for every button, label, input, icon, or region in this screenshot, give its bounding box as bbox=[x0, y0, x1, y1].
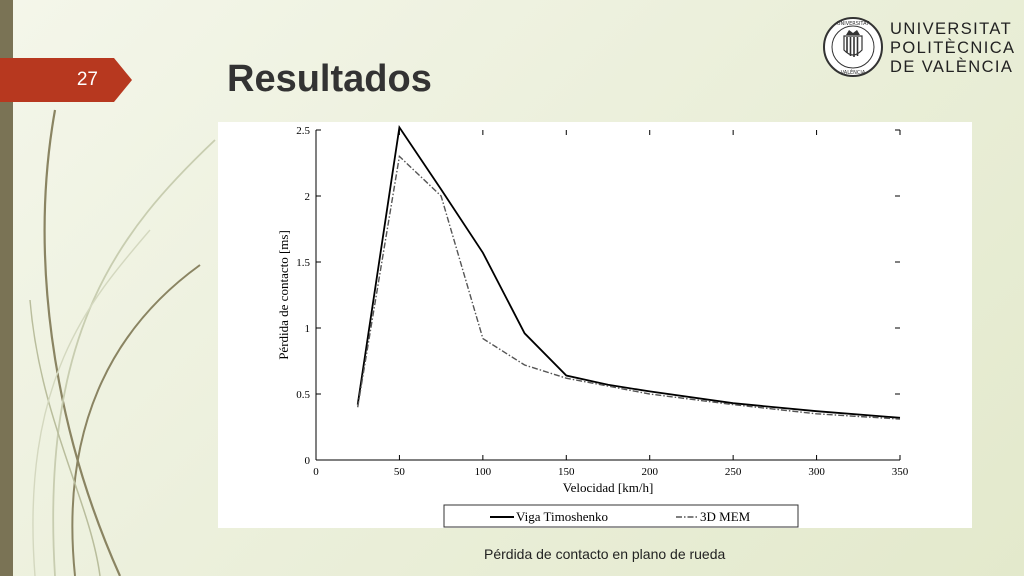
logo-line-2: POLITÈCNICA bbox=[890, 39, 1016, 57]
left-sidebar-bar bbox=[0, 0, 13, 576]
x-axis-label: Velocidad [km/h] bbox=[563, 480, 654, 495]
y-tick-label: 0 bbox=[305, 455, 311, 467]
svg-text:UNIVERSITAT: UNIVERSITAT bbox=[837, 21, 870, 27]
y-tick-label: 1 bbox=[305, 323, 311, 335]
series-line-3d-mem bbox=[357, 154, 901, 420]
x-tick-label: 300 bbox=[808, 466, 825, 478]
y-tick-label: 1.5 bbox=[296, 257, 310, 269]
svg-text:VALÈNCIA: VALÈNCIA bbox=[841, 68, 866, 76]
logo-line-1: UNIVERSITAT bbox=[890, 20, 1013, 38]
x-tick-label: 0 bbox=[313, 466, 319, 478]
x-tick-label: 350 bbox=[892, 466, 909, 478]
decorative-grass-lines bbox=[29, 109, 216, 576]
slide-number-badge: 27 bbox=[0, 58, 132, 102]
university-seal-icon: UNIVERSITAT VALÈNCIA bbox=[823, 17, 883, 77]
logo-line-3: DE VALÈNCIA bbox=[890, 58, 1014, 76]
legend-box bbox=[443, 504, 799, 528]
chart-caption: Pérdida de contacto en plano de rueda bbox=[484, 546, 726, 562]
legend: Viga Timoshenko 3D MEM bbox=[443, 504, 799, 528]
slide-title: Resultados bbox=[227, 58, 432, 100]
university-logo: UNIVERSITAT VALÈNCIA UNIVERSITAT POLITÈC… bbox=[822, 16, 1015, 78]
plot-area bbox=[316, 130, 900, 460]
x-tick-label: 250 bbox=[725, 466, 742, 478]
legend-label-mem: 3D MEM bbox=[700, 509, 751, 524]
y-tick-label: 2 bbox=[305, 191, 311, 203]
x-tick-label: 150 bbox=[558, 466, 575, 478]
series-line-viga-timoshenko bbox=[356, 124, 901, 419]
y-axis-label: Pérdida de contacto [ms] bbox=[276, 230, 291, 360]
x-tick-label: 100 bbox=[475, 466, 492, 478]
y-tick-label: 0.5 bbox=[296, 389, 310, 401]
legend-label-timoshenko: Viga Timoshenko bbox=[516, 509, 608, 524]
y-tick-label: 2.5 bbox=[296, 125, 310, 137]
x-tick-label: 50 bbox=[394, 466, 406, 478]
slide-number: 27 bbox=[76, 69, 98, 90]
university-name: UNIVERSITAT POLITÈCNICA DE VALÈNCIA bbox=[890, 20, 1015, 77]
chart-panel: 0 50 100 150 200 250 300 350 0 0.5 1 1.5 2 2.5 Veloci… bbox=[218, 122, 972, 528]
contact-loss-chart: 0 50 100 150 200 250 300 350 0 0.5 1 1.5 2 2.5 Veloci… bbox=[276, 124, 909, 528]
x-tick-label: 200 bbox=[641, 466, 658, 478]
